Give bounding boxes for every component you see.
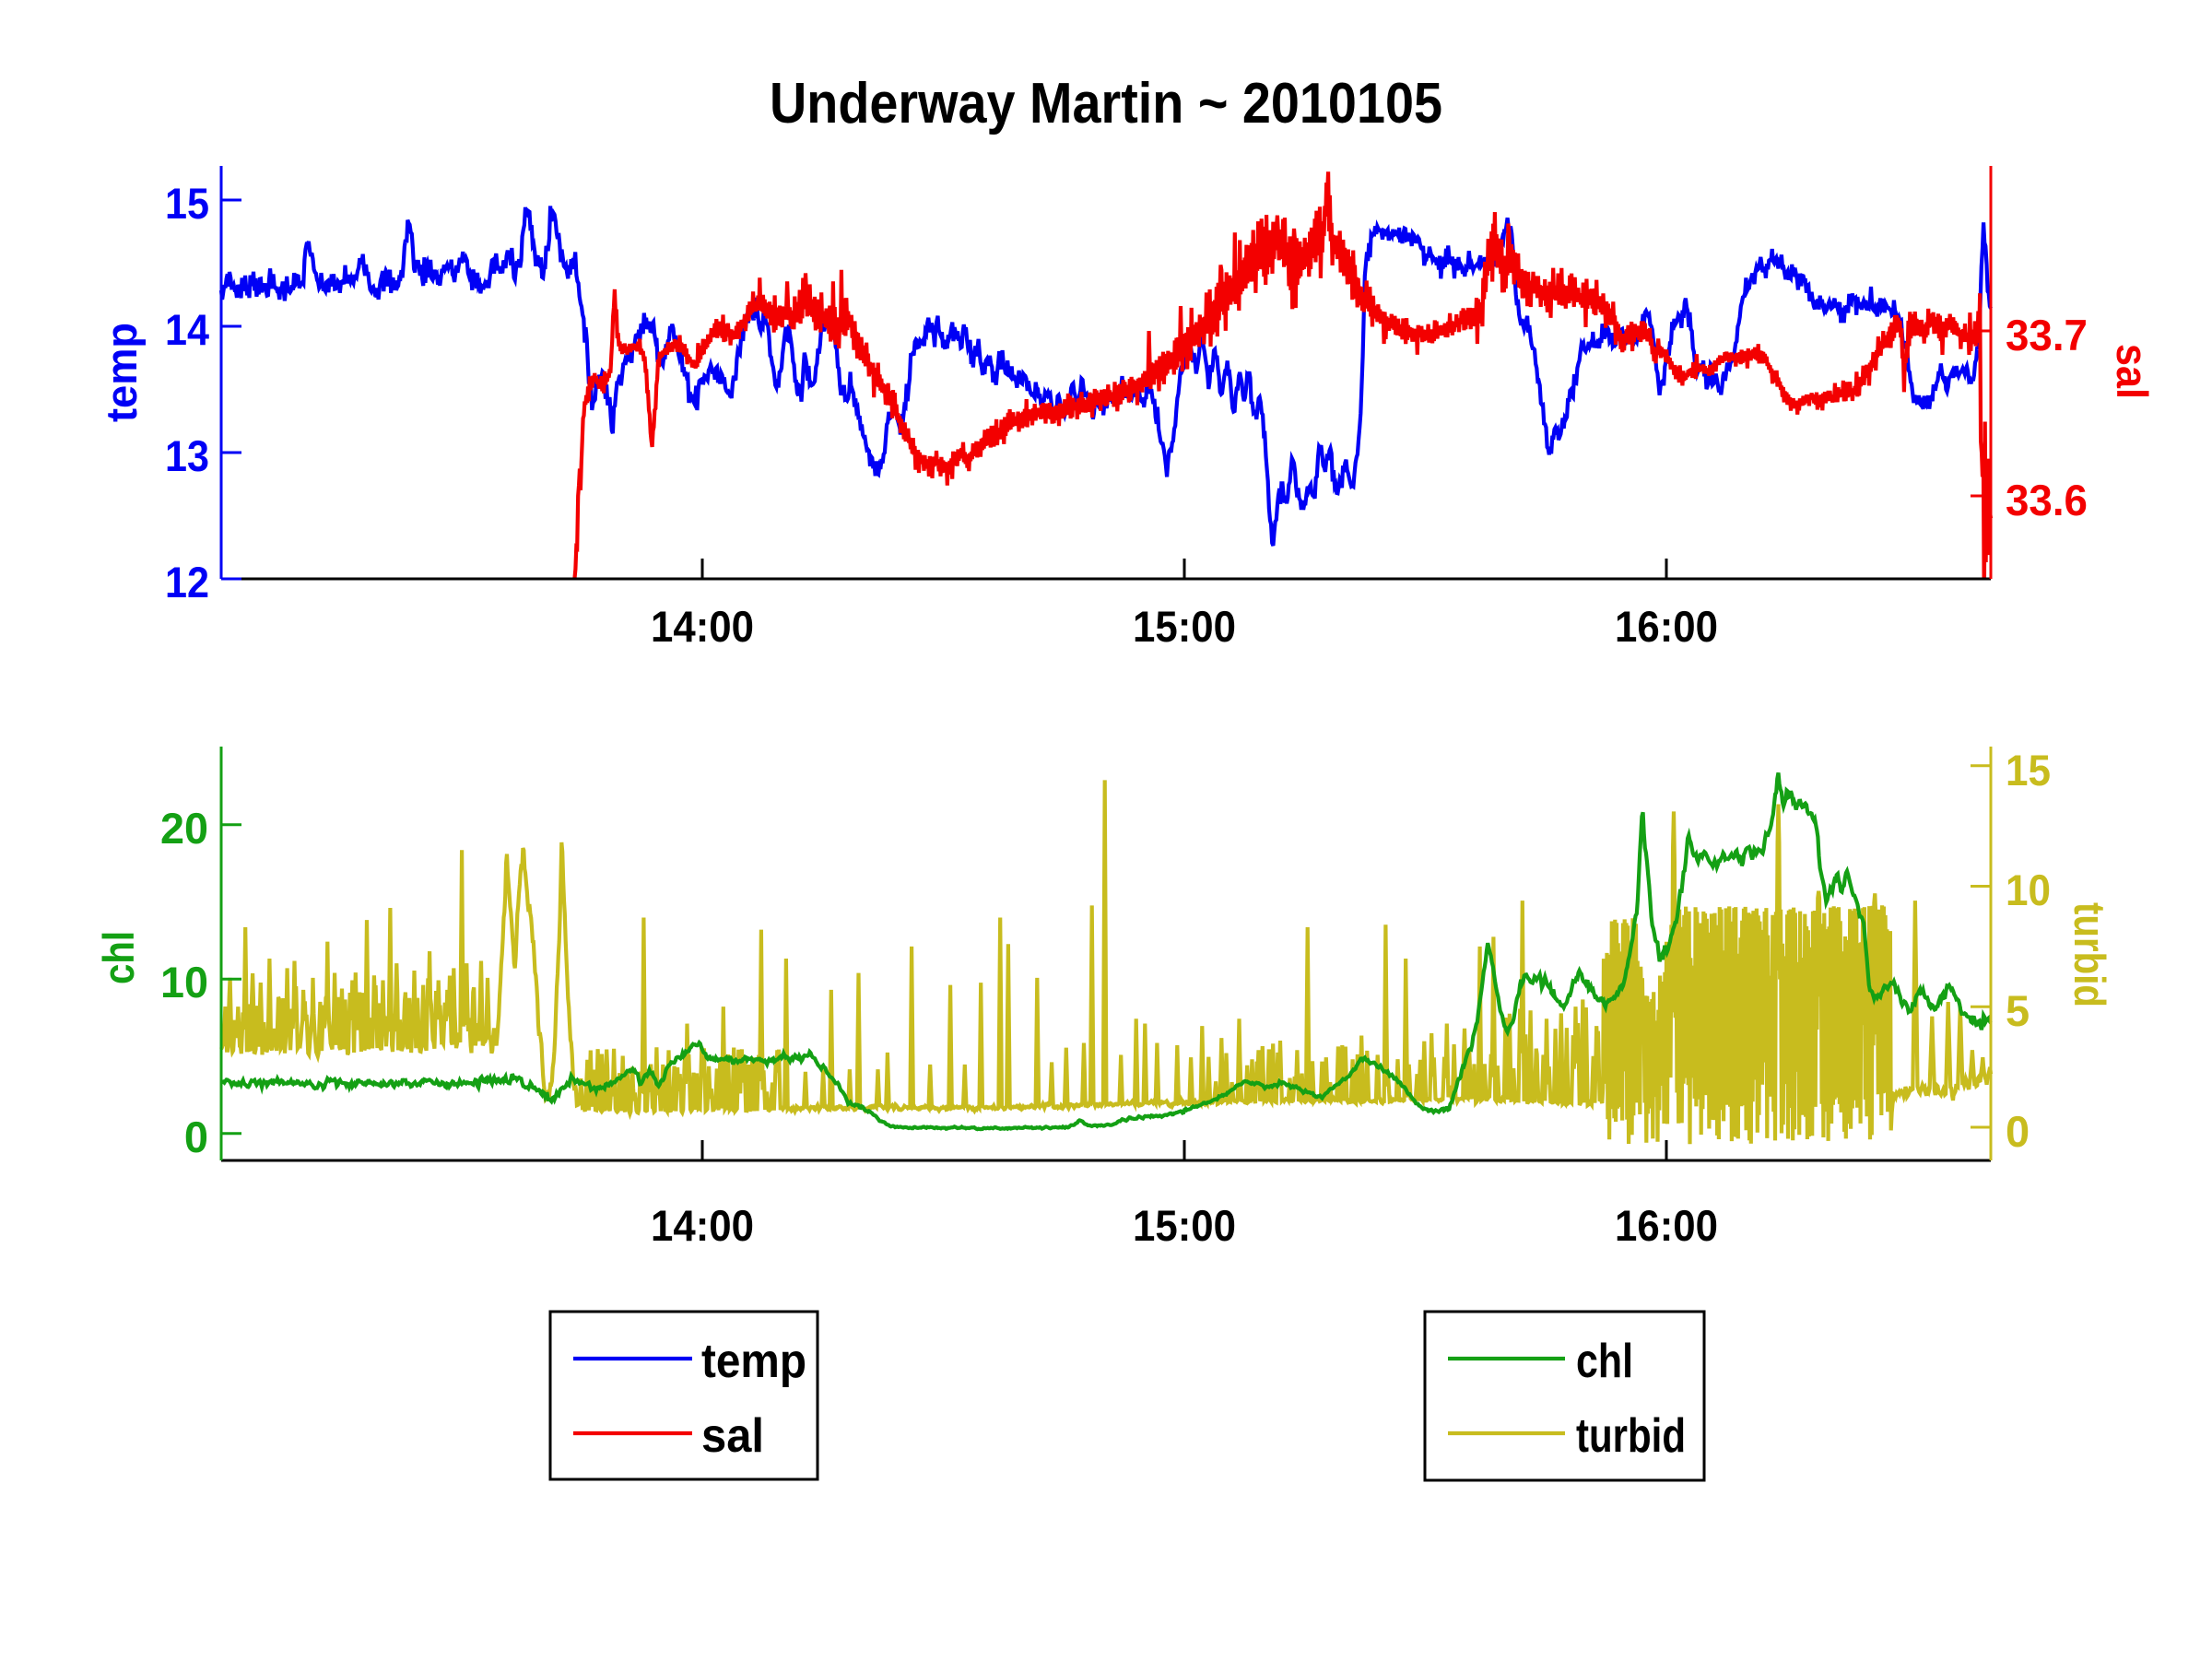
svg-text:sal: sal: [2108, 344, 2157, 399]
svg-text:14: 14: [165, 305, 209, 354]
svg-text:chl: chl: [1576, 1335, 1633, 1388]
svg-text:33.6: 33.6: [2006, 476, 2088, 524]
svg-text:sal: sal: [701, 1409, 764, 1463]
svg-text:0: 0: [2006, 1107, 2030, 1156]
svg-text:15:00: 15:00: [1133, 602, 1236, 651]
svg-text:0: 0: [184, 1113, 208, 1161]
svg-text:5: 5: [2006, 986, 2030, 1035]
svg-text:turbid: turbid: [1576, 1409, 1686, 1463]
svg-text:temp: temp: [701, 1335, 806, 1388]
svg-text:15: 15: [2006, 746, 2051, 795]
svg-text:15: 15: [165, 179, 209, 228]
svg-text:16:00: 16:00: [1615, 1201, 1718, 1250]
svg-text:15:00: 15:00: [1133, 1201, 1236, 1250]
svg-text:chl: chl: [94, 931, 143, 984]
svg-text:temp: temp: [97, 323, 146, 422]
svg-text:13: 13: [165, 431, 209, 480]
svg-text:33.7: 33.7: [2006, 311, 2088, 359]
svg-text:10: 10: [2006, 865, 2051, 914]
svg-text:16:00: 16:00: [1615, 602, 1718, 651]
svg-text:20: 20: [160, 804, 208, 853]
svg-text:10: 10: [160, 958, 208, 1007]
svg-text:12: 12: [165, 558, 209, 606]
svg-text:14:00: 14:00: [651, 602, 754, 651]
svg-text:14:00: 14:00: [651, 1201, 754, 1250]
svg-text:Underway Martin ~ 2010105: Underway Martin ~ 2010105: [770, 72, 1442, 135]
svg-text:turbid: turbid: [2065, 902, 2114, 1007]
